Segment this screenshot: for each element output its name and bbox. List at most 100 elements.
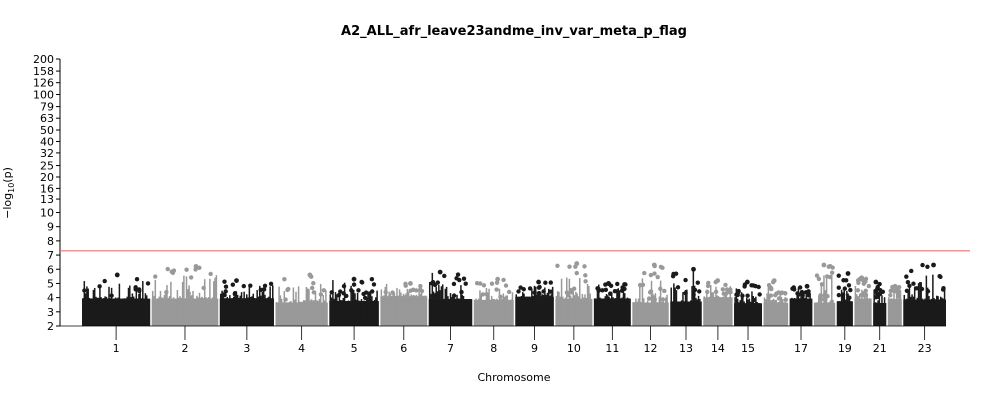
data-point xyxy=(285,287,290,293)
data-point xyxy=(171,268,177,273)
y-axis-title: −log10(p) xyxy=(1,167,16,219)
data-point xyxy=(102,278,107,284)
chromosome-3-points xyxy=(219,278,274,326)
data-point xyxy=(660,297,666,302)
peak-point xyxy=(804,283,810,289)
data-point xyxy=(137,287,142,292)
data-point xyxy=(184,267,189,272)
data-point xyxy=(248,283,253,288)
y-tick-label: 16 xyxy=(40,182,54,195)
y-tick-label: 7 xyxy=(47,249,54,262)
peak-point xyxy=(771,278,777,283)
x-tick-label: 14 xyxy=(711,342,725,355)
y-tick-label: 50 xyxy=(40,124,54,137)
x-tick-label: 9 xyxy=(531,342,538,355)
data-point xyxy=(566,292,571,298)
data-point xyxy=(583,279,588,284)
chromosome-6-points xyxy=(380,281,428,326)
data-point xyxy=(848,287,853,293)
data-point xyxy=(232,291,238,297)
data-point xyxy=(862,293,867,298)
y-axis-title-main: −log xyxy=(1,193,14,219)
data-point xyxy=(806,289,811,294)
data-point xyxy=(855,278,861,283)
data-point xyxy=(648,272,654,278)
data-point xyxy=(795,291,800,296)
x-tick-label: 15 xyxy=(741,342,755,355)
data-point xyxy=(670,273,676,279)
chromosome-18-points xyxy=(813,262,836,326)
peak-point xyxy=(307,272,313,278)
data-point xyxy=(855,288,861,293)
data-point xyxy=(822,293,827,298)
peak-point xyxy=(193,264,199,269)
y-tick-label: 63 xyxy=(40,112,54,125)
data-point xyxy=(338,289,343,294)
data-point xyxy=(904,288,910,294)
data-point xyxy=(695,280,700,285)
data-point xyxy=(403,281,408,286)
data-point xyxy=(344,293,349,299)
data-point xyxy=(818,293,823,298)
data-point xyxy=(582,264,587,269)
peak-point xyxy=(859,275,865,281)
chromosome-11-points xyxy=(593,281,631,326)
data-point xyxy=(925,289,931,294)
peak-point xyxy=(351,276,357,282)
chromosome-12-points xyxy=(632,262,669,326)
axes: 2345678910131620253240506379100126158200… xyxy=(33,53,946,355)
data-point xyxy=(800,293,805,298)
chromosome-9-points xyxy=(515,279,554,326)
data-point xyxy=(494,287,499,292)
x-tick-label: 13 xyxy=(679,342,693,355)
chromosome-8-points xyxy=(473,276,514,326)
data-point xyxy=(826,264,831,269)
data-point xyxy=(518,285,523,290)
data-point xyxy=(697,289,702,294)
data-point xyxy=(866,283,872,289)
y-tick-label: 100 xyxy=(33,89,54,102)
data-point xyxy=(861,281,867,286)
data-point xyxy=(543,280,548,285)
data-point xyxy=(776,290,781,295)
data-point xyxy=(819,296,824,302)
data-point xyxy=(647,290,653,295)
data-point xyxy=(782,290,788,296)
data-point xyxy=(369,277,375,282)
data-point xyxy=(362,295,368,301)
data-point xyxy=(583,273,588,278)
data-point xyxy=(888,292,893,298)
data-point xyxy=(503,283,509,288)
chromosome-16-points xyxy=(763,278,789,326)
data-point xyxy=(165,266,170,272)
data-point xyxy=(736,288,741,294)
x-tick-label: 21 xyxy=(873,342,887,355)
chromosome-2-points xyxy=(151,264,219,326)
y-tick-label: 25 xyxy=(40,160,54,173)
data-point xyxy=(451,281,457,287)
y-tick-label: 126 xyxy=(33,77,54,90)
data-point xyxy=(940,287,946,292)
data-point xyxy=(186,291,191,296)
data-point xyxy=(655,274,660,280)
data-point xyxy=(268,281,274,286)
x-tick-label: 23 xyxy=(918,342,932,355)
x-tick-label: 7 xyxy=(447,342,454,355)
data-point xyxy=(615,281,620,287)
data-point xyxy=(208,271,213,277)
data-point xyxy=(418,283,423,289)
data-point xyxy=(652,271,657,276)
data-point xyxy=(740,293,745,298)
data-point xyxy=(783,297,789,303)
data-point xyxy=(724,287,730,292)
data-point xyxy=(662,288,667,294)
data-point xyxy=(660,265,665,270)
x-tick-label: 5 xyxy=(351,342,358,355)
peak-point xyxy=(845,271,851,276)
data-point xyxy=(675,285,681,290)
y-tick-label: 40 xyxy=(40,135,54,148)
data-point xyxy=(608,291,613,296)
data-point xyxy=(925,264,930,270)
peak-point xyxy=(873,279,879,285)
